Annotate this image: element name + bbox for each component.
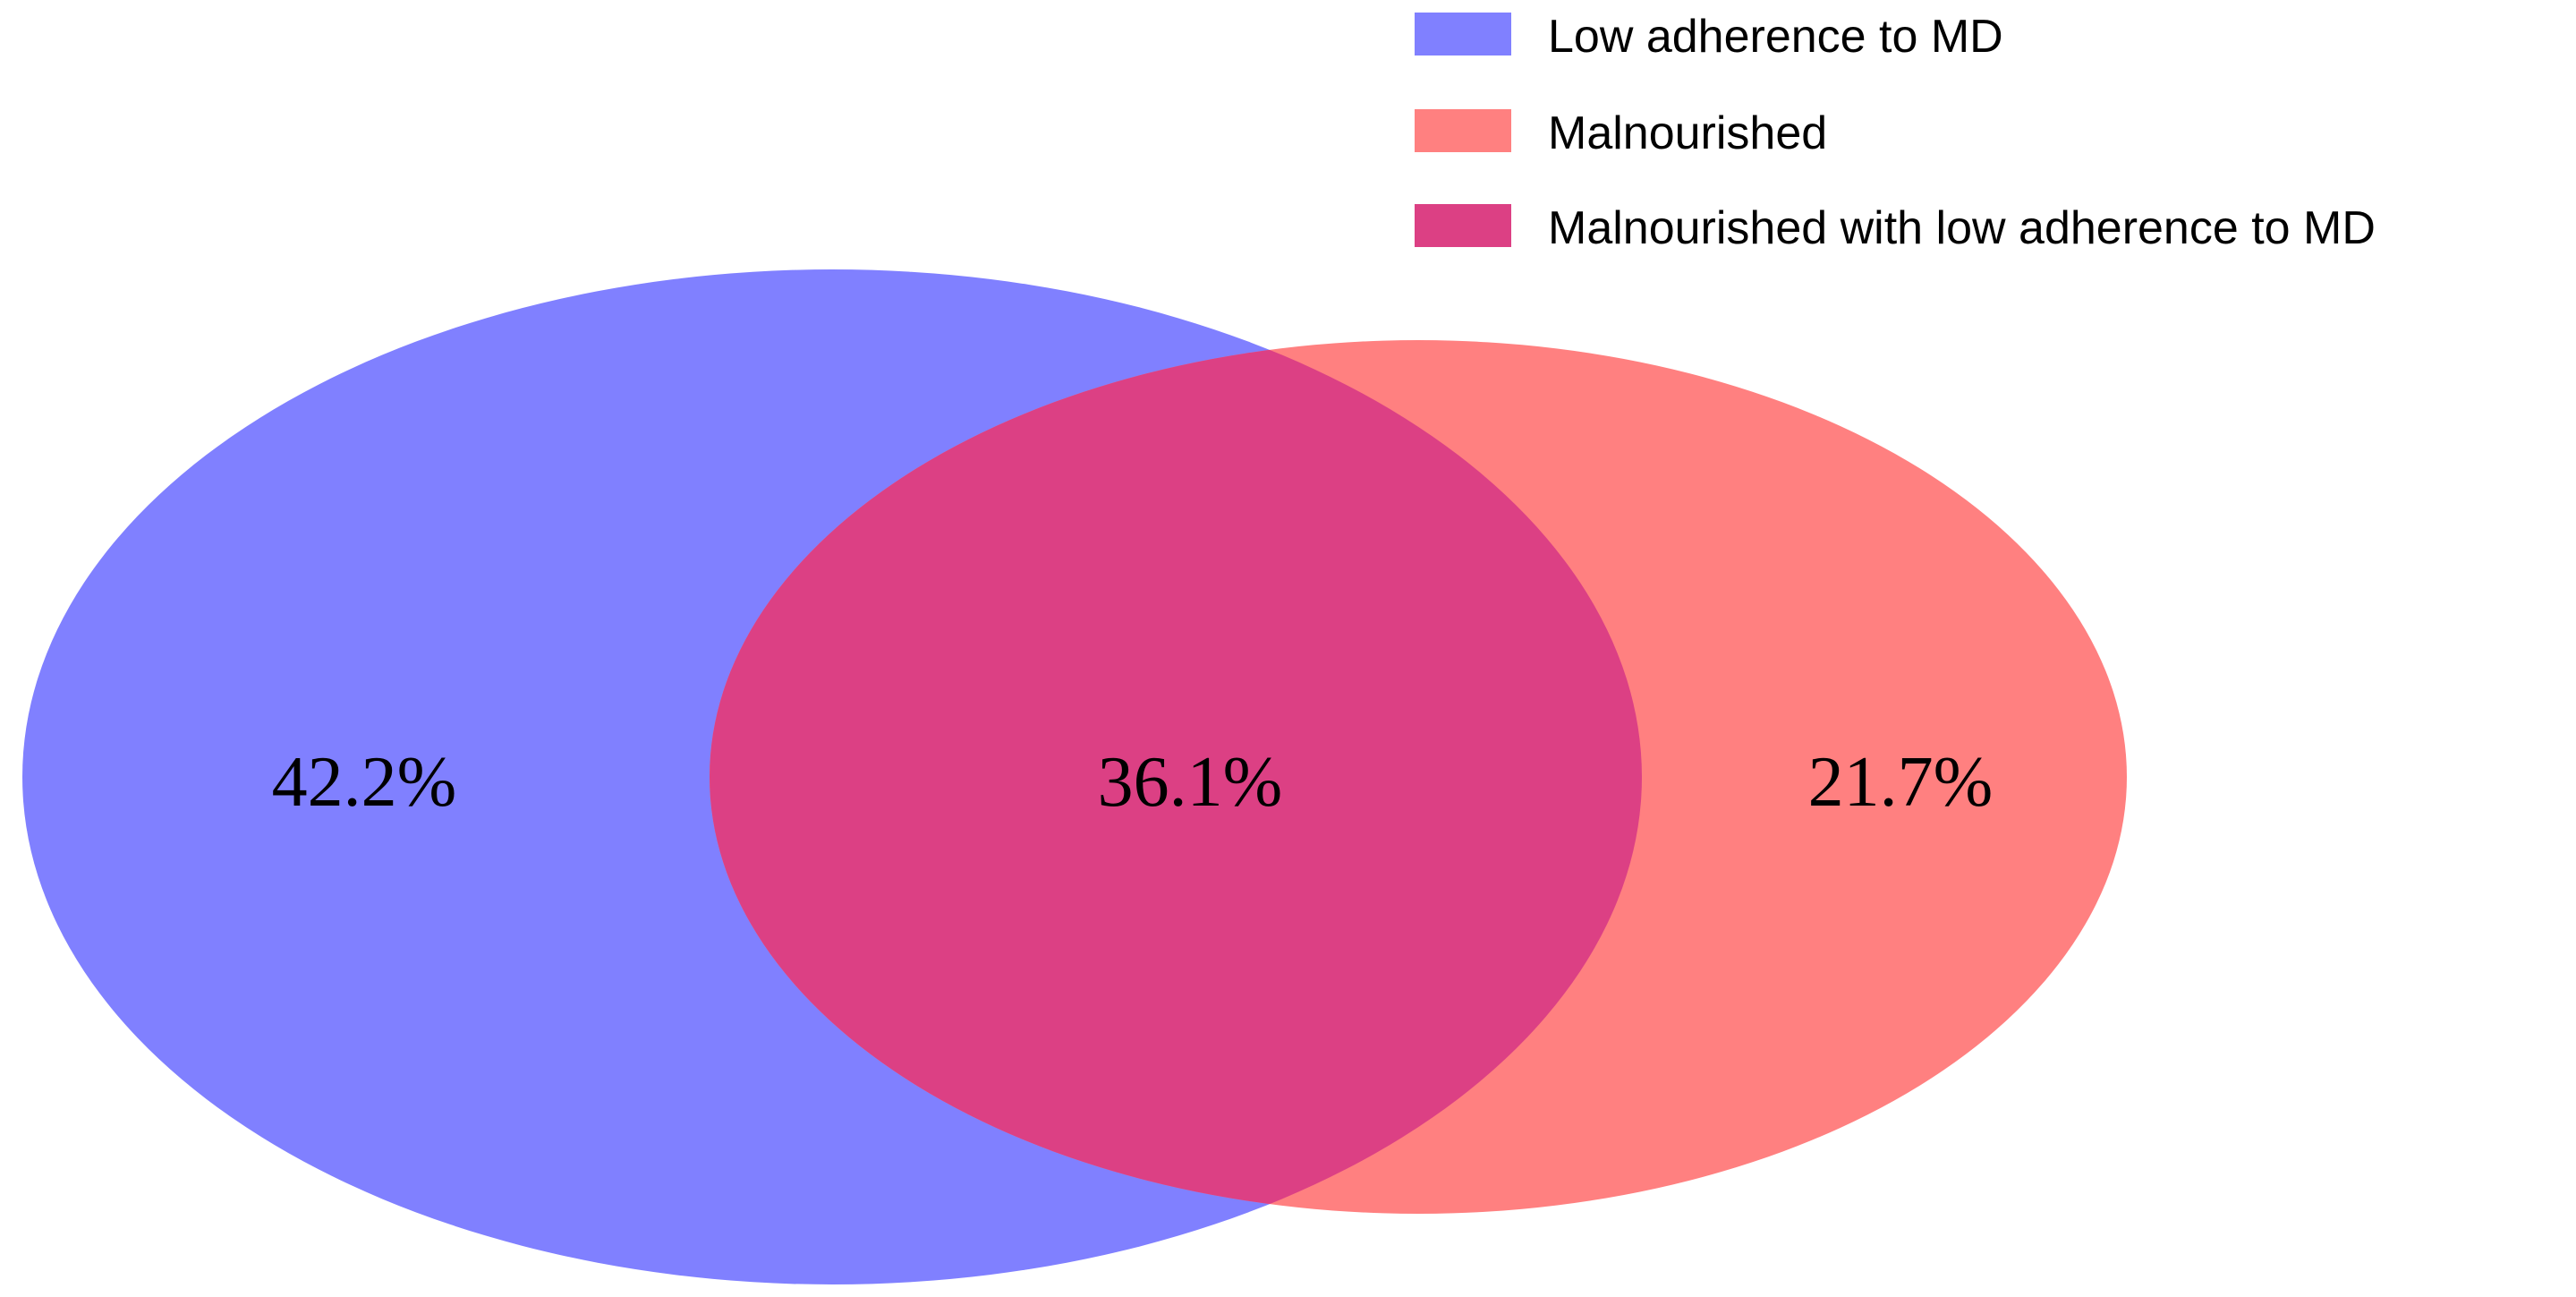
- region-label-intersection: 36.1%: [1098, 743, 1283, 822]
- region-labels: 42.2% 36.1% 21.7%: [272, 743, 1994, 822]
- set-intersection-region: [710, 340, 1642, 1214]
- region-label-low-adherence-only: 42.2%: [272, 743, 457, 822]
- legend-item-malnourished: Malnourished: [1415, 107, 1827, 159]
- legend-label-malnourished: Malnourished: [1548, 107, 1827, 159]
- venn-sets: [22, 269, 2127, 1284]
- legend-item-intersection: Malnourished with low adherence to MD: [1415, 202, 2376, 254]
- region-label-malnourished-only: 21.7%: [1808, 743, 1994, 822]
- legend-label-low-adherence: Low adherence to MD: [1548, 11, 2003, 63]
- legend-item-low-adherence: Low adherence to MD: [1415, 11, 2003, 63]
- legend-swatch-malnourished: [1415, 109, 1511, 152]
- legend-label-intersection: Malnourished with low adherence to MD: [1548, 202, 2376, 254]
- legend-swatch-intersection: [1415, 204, 1511, 247]
- legend: Low adherence to MD Malnourished Malnour…: [1415, 11, 2376, 254]
- legend-swatch-low-adherence: [1415, 13, 1511, 55]
